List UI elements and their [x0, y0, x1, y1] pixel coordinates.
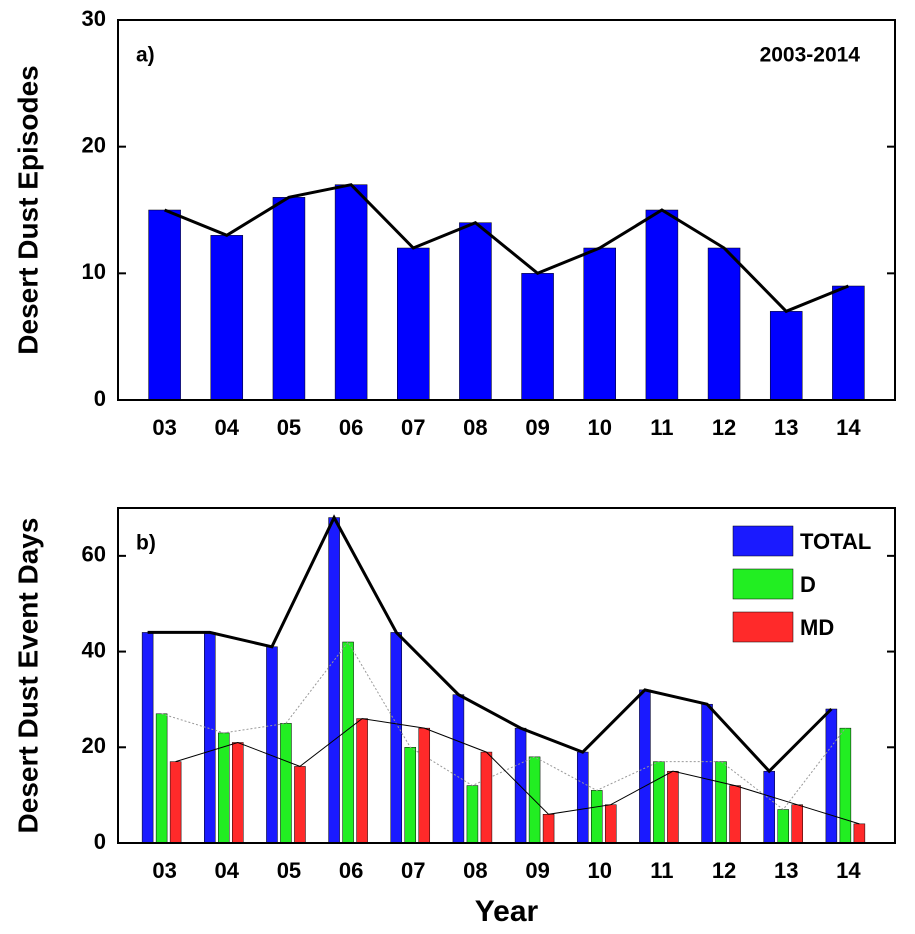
- bar: [466, 785, 479, 844]
- bar: [853, 823, 866, 844]
- y-tick-label: 20: [82, 132, 106, 157]
- panel-label: b): [136, 532, 156, 555]
- x-tick-label: 07: [401, 858, 425, 883]
- x-tick-label: 09: [525, 415, 549, 440]
- bar: [218, 732, 230, 844]
- bar: [839, 727, 852, 844]
- bar: [155, 713, 168, 844]
- x-tick-label: 04: [215, 415, 240, 440]
- bar: [763, 770, 775, 844]
- x-tick-label: 14: [836, 858, 861, 883]
- bar: [459, 222, 492, 401]
- x-tick-label: 10: [587, 858, 611, 883]
- y-tick-label: 0: [94, 829, 106, 854]
- x-tick-label: 08: [463, 415, 487, 440]
- x-tick-label: 11: [650, 858, 673, 883]
- bar: [583, 247, 616, 401]
- bar: [729, 785, 741, 844]
- bar: [576, 751, 589, 844]
- bar: [590, 790, 603, 844]
- x-tick-label: 03: [152, 858, 176, 883]
- subtitle: 2003-2014: [760, 44, 861, 67]
- bar: [390, 632, 403, 844]
- y-tick-label: 0: [94, 386, 106, 411]
- bar: [542, 814, 555, 844]
- bar: [397, 247, 430, 401]
- bar: [266, 646, 278, 844]
- x-tick-label: 06: [339, 415, 363, 440]
- bar: [342, 641, 354, 844]
- x-tick-label: 07: [401, 415, 425, 440]
- series-line: [147, 514, 833, 774]
- y-tick-label: 60: [82, 542, 106, 567]
- bar: [777, 809, 789, 844]
- x-tick-label: 09: [525, 858, 549, 883]
- bar: [707, 247, 741, 401]
- bar: [232, 742, 244, 844]
- legend-swatch: [732, 611, 794, 643]
- bar: [832, 285, 865, 401]
- bar: [825, 708, 838, 844]
- legend-label: MD: [800, 615, 834, 640]
- bar: [701, 703, 713, 844]
- x-tick-label: 08: [463, 858, 487, 883]
- plot-frame: [117, 19, 896, 401]
- x-tick-label: 13: [774, 858, 798, 883]
- x-tick-label: 05: [277, 858, 301, 883]
- plot-frame: [117, 507, 896, 844]
- bar: [294, 766, 306, 844]
- bar: [272, 197, 306, 401]
- bar: [604, 804, 617, 844]
- bar: [328, 517, 340, 844]
- bar: [667, 770, 679, 844]
- bar: [715, 761, 727, 844]
- series-line: [161, 641, 846, 811]
- bar: [404, 747, 417, 844]
- x-tick-label: 06: [339, 858, 363, 883]
- y-tick-label: 20: [82, 733, 106, 758]
- x-tick-label: 12: [712, 415, 736, 440]
- legend-label: TOTAL: [800, 529, 871, 554]
- bar: [280, 723, 292, 844]
- bar: [418, 727, 431, 844]
- x-tick-label: 05: [277, 415, 301, 440]
- y-tick-label: 10: [82, 259, 106, 284]
- x-tick-label: 10: [587, 415, 611, 440]
- bar: [210, 235, 244, 401]
- panel-label: a): [136, 44, 155, 67]
- bar: [791, 804, 803, 844]
- bar: [334, 184, 368, 401]
- bar: [514, 727, 527, 844]
- y-axis-label: Desert Dust Event Days: [12, 518, 43, 834]
- legend-swatch: [732, 568, 794, 600]
- trend-line: [164, 183, 849, 314]
- bar: [521, 273, 554, 401]
- bar: [769, 311, 803, 401]
- x-tick-label: 12: [712, 858, 736, 883]
- legend-label: D: [800, 572, 816, 597]
- bar: [645, 209, 679, 401]
- bar: [653, 761, 665, 844]
- x-tick-label: 03: [152, 415, 176, 440]
- y-axis-label: Desert Dust Episodes: [12, 65, 43, 354]
- bar: [169, 761, 182, 844]
- y-tick-label: 30: [82, 6, 106, 31]
- bar: [204, 632, 216, 844]
- bar: [452, 694, 465, 844]
- bar: [141, 632, 154, 844]
- bar: [480, 751, 493, 844]
- x-tick-label: 13: [774, 415, 798, 440]
- legend-swatch: [732, 525, 794, 557]
- x-tick-label: 11: [650, 415, 673, 440]
- bar: [356, 718, 368, 844]
- y-tick-label: 40: [82, 637, 106, 662]
- x-tick-label: 14: [836, 415, 861, 440]
- x-tick-label: 04: [215, 858, 240, 883]
- x-axis-label: Year: [475, 895, 539, 928]
- bar: [148, 209, 181, 401]
- series-line: [175, 718, 860, 825]
